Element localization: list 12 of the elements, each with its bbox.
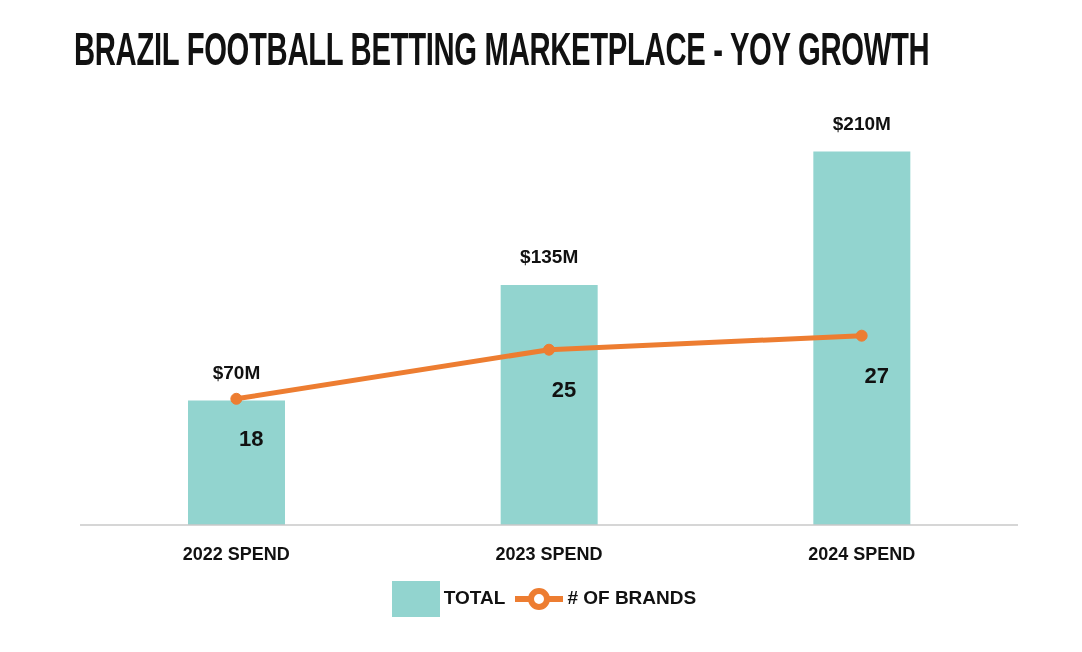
- legend-label: # OF BRANDS: [567, 587, 697, 609]
- data-label: $210M: [832, 112, 891, 134]
- chart-title: BRAZIL FOOTBALL BETTING MARKETPLACE - YOY GROWTH: [74, 22, 930, 76]
- data-label: $70M: [212, 361, 261, 383]
- legend-label: TOTAL: [443, 587, 506, 609]
- x-tick-label: 2022 SPEND: [182, 543, 290, 564]
- x-tick-label: 2024 SPEND: [808, 543, 916, 564]
- data-label: 27: [864, 362, 889, 388]
- x-tick-label: 2023 SPEND: [495, 543, 603, 564]
- data-label: $135M: [520, 245, 579, 267]
- data-label: 18: [239, 425, 264, 451]
- data-label: 25: [551, 376, 577, 402]
